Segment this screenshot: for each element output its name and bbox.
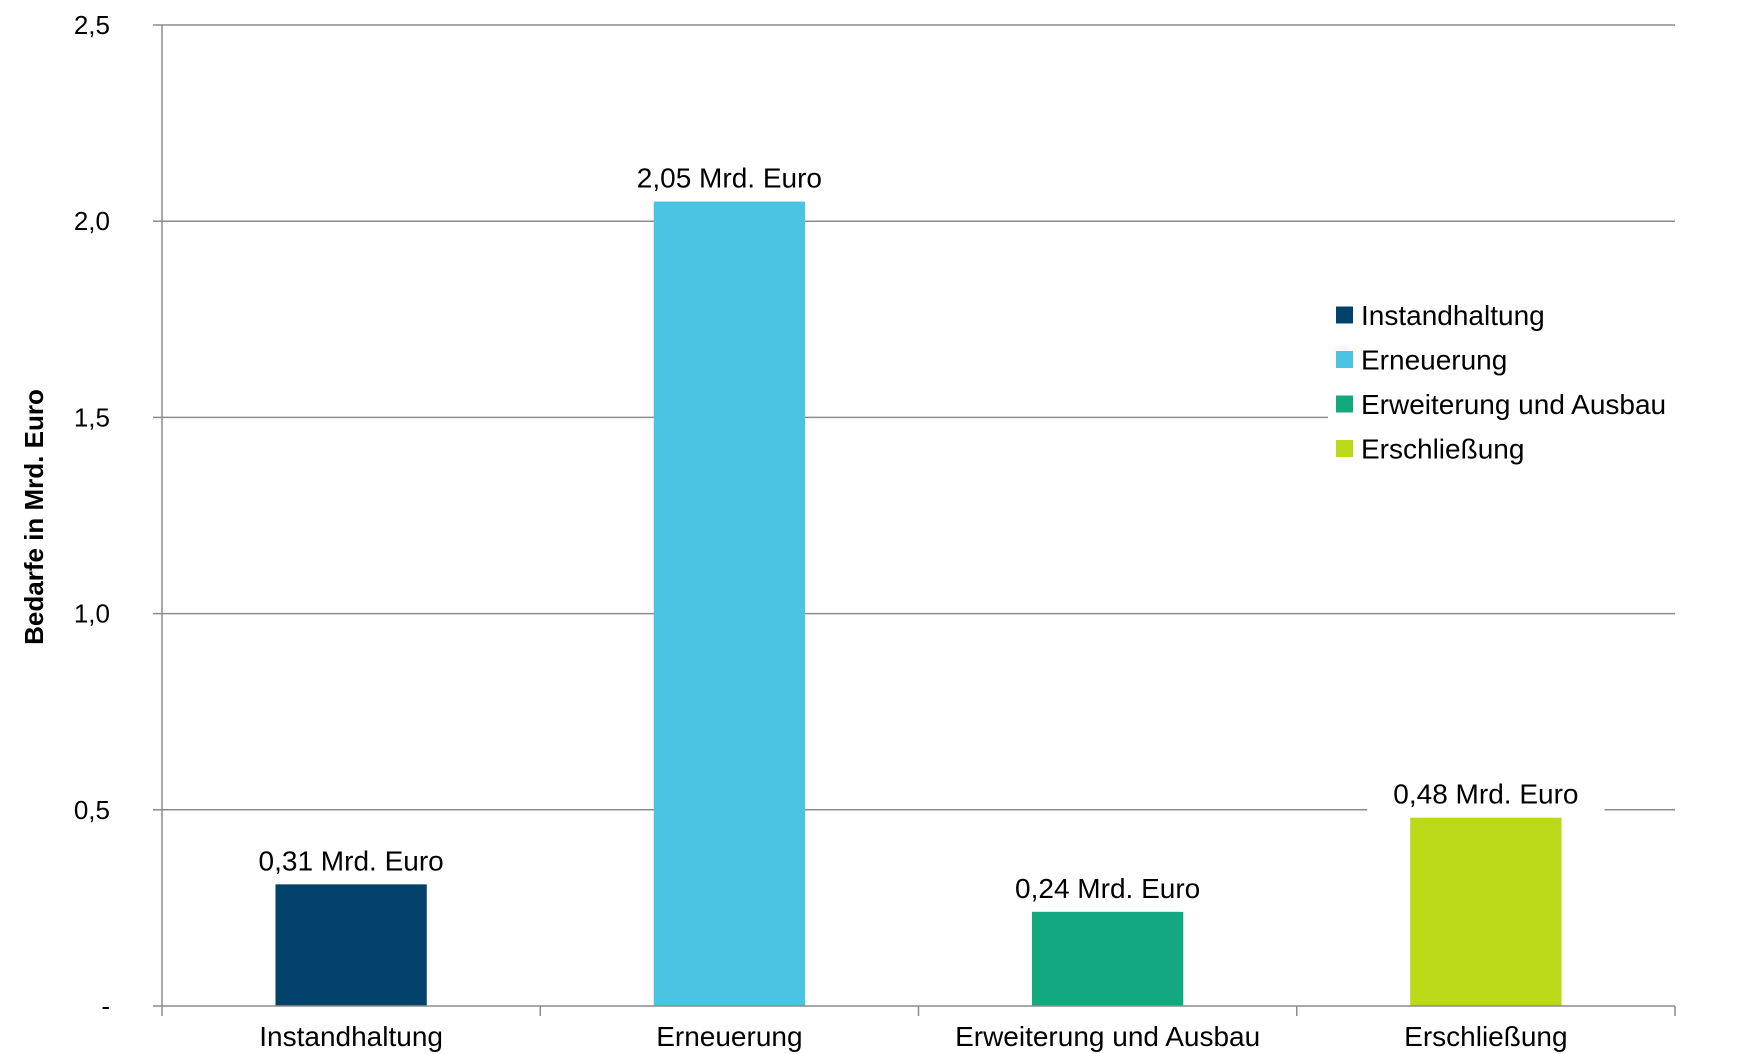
bar (1410, 817, 1562, 1006)
data-label-background (989, 867, 1227, 908)
data-label: 0,48 Mrd. Euro (1393, 779, 1578, 810)
legend-swatch (1336, 440, 1353, 457)
data-label-background (610, 157, 848, 198)
bar (275, 884, 427, 1006)
data-label: 0,24 Mrd. Euro (1015, 873, 1200, 904)
x-tick-label: Instandhaltung (259, 1021, 443, 1052)
y-tick-label: 2,5 (74, 10, 110, 40)
x-tick-label: Erweiterung und Ausbau (955, 1021, 1260, 1052)
legend: Instandhaltung Erneuerung Erweiterung und … (1328, 287, 1738, 477)
x-tick-labels: Instandhaltung Erneuerung Erweiterung und … (259, 1021, 1567, 1052)
legend-background (1328, 287, 1738, 477)
x-tick-label: Erneuerung (656, 1021, 802, 1052)
y-axis-title: Bedarfe in Mrd. Euro (19, 389, 49, 645)
y-tick-label: 1,0 (74, 599, 110, 629)
bar (653, 201, 806, 1006)
y-tick-label: 2,0 (74, 206, 110, 236)
legend-swatch (1336, 395, 1353, 413)
bar (1031, 911, 1184, 1006)
y-tick-labels: - 0,5 1,0 1,5 2,0 2,5 (74, 10, 110, 1021)
legend-label: Erweiterung und Ausbau (1361, 389, 1666, 420)
data-label: 0,31 Mrd. Euro (259, 845, 444, 876)
data-label-background (232, 840, 470, 881)
legend-label: Instandhaltung (1361, 300, 1545, 331)
legend-label: Erschließung (1361, 434, 1524, 465)
data-labels: 0,31 Mrd. Euro 2,05 Mrd. Euro 0,24 Mrd. Eu… (232, 157, 1605, 908)
y-tick-label: 0,5 (74, 795, 110, 825)
legend-swatch (1336, 306, 1353, 324)
legend-swatch (1336, 351, 1353, 368)
y-tick-label: 1,5 (74, 402, 110, 432)
axes (153, 24, 1676, 1016)
x-tick-label: Erschließung (1404, 1021, 1567, 1052)
data-label-background (1367, 773, 1605, 814)
y-tick-label: - (101, 991, 110, 1021)
data-label: 2,05 Mrd. Euro (637, 163, 822, 194)
bars (275, 201, 1562, 1006)
legend-label: Erneuerung (1361, 345, 1507, 376)
